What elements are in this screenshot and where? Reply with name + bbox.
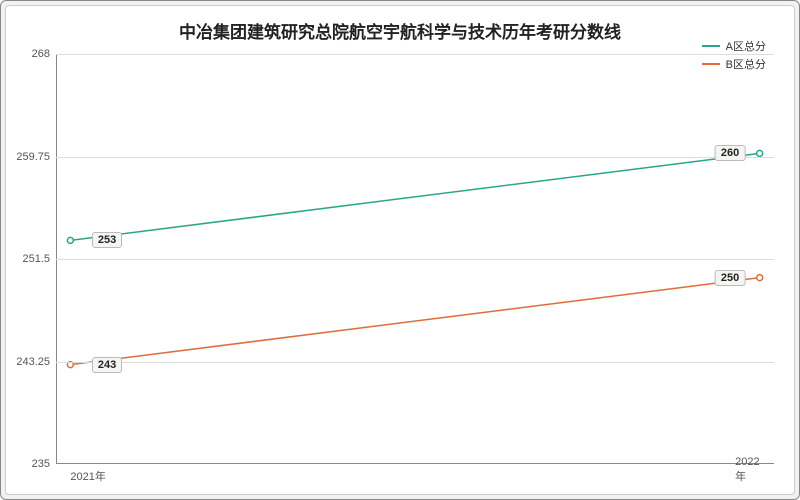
gridline <box>56 54 774 55</box>
legend-swatch-a <box>702 45 720 47</box>
y-tick-label: 259.75 <box>16 151 56 163</box>
y-tick-label: 243.25 <box>16 356 56 368</box>
chart-container: 中冶集团建筑研究总院航空宇航科学与技术历年考研分数线 A区总分 B区总分 235 <box>0 0 800 500</box>
legend-item-a: A区总分 <box>702 38 766 54</box>
x-tick-label: 2022年 <box>735 456 759 484</box>
data-point-marker <box>757 275 763 281</box>
y-tick-label: 268 <box>32 48 56 60</box>
chart-title: 中冶集团建筑研究总院航空宇航科学与技术历年考研分数线 <box>6 18 794 43</box>
plot-area: 235243.25251.5259.752682021年2022年2532602… <box>56 54 774 464</box>
point-label: 250 <box>715 270 745 286</box>
data-point-marker <box>67 237 73 243</box>
gridline <box>56 157 774 158</box>
chart-inner: 中冶集团建筑研究总院航空宇航科学与技术历年考研分数线 A区总分 B区总分 235 <box>5 5 795 495</box>
y-tick-label: 235 <box>32 458 56 470</box>
data-point-marker <box>757 150 763 156</box>
gridline <box>56 362 774 363</box>
gridline <box>56 259 774 260</box>
point-label: 253 <box>92 232 122 248</box>
x-tick-label: 2021年 <box>70 468 105 484</box>
data-point-marker <box>67 362 73 368</box>
legend-label-a: A区总分 <box>726 38 766 54</box>
y-tick-label: 251.5 <box>22 253 56 265</box>
point-label: 260 <box>715 145 745 161</box>
point-label: 243 <box>92 357 122 373</box>
